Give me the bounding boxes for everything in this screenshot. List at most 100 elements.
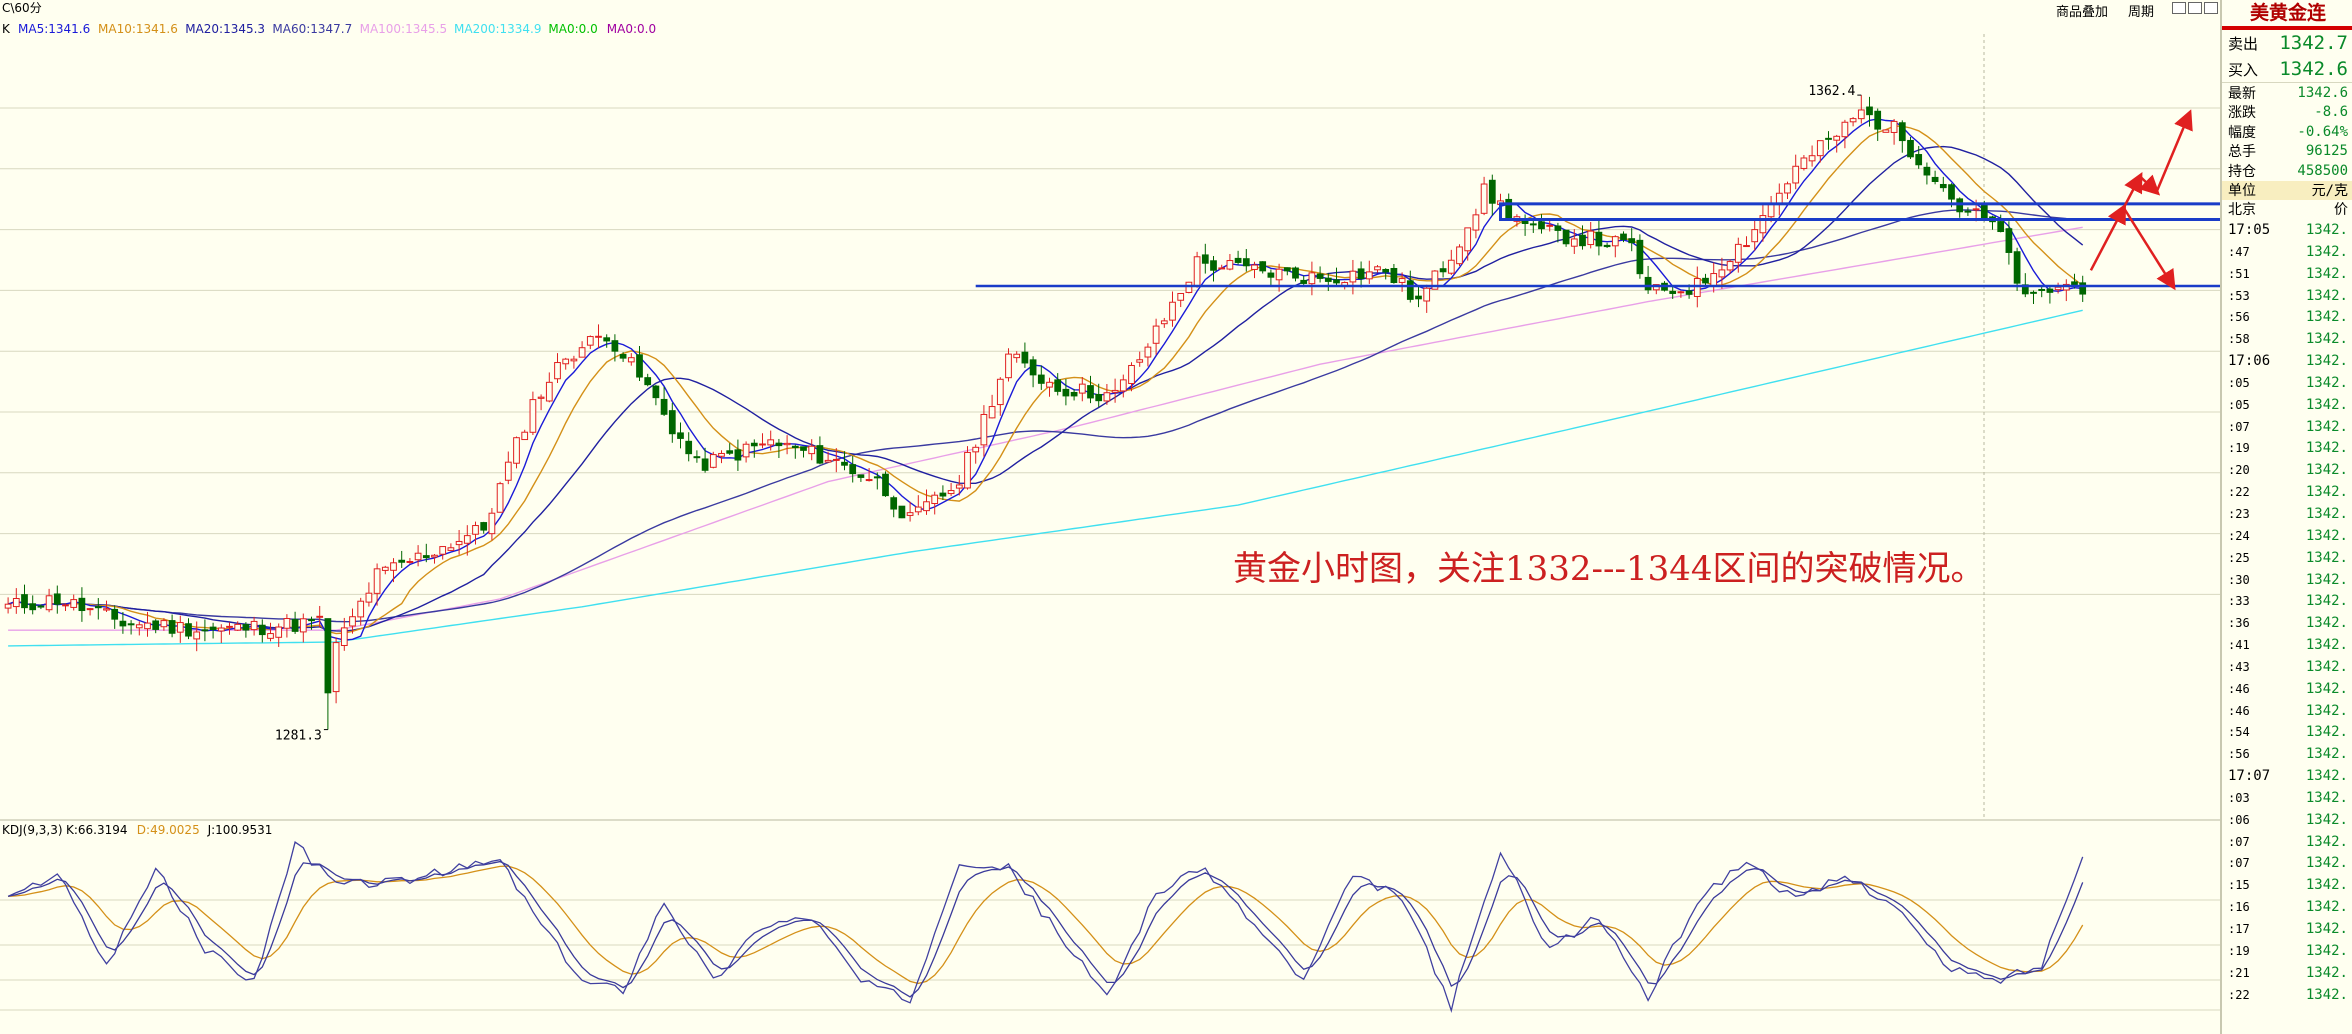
tick-time: :07 bbox=[2228, 419, 2250, 434]
candle bbox=[693, 456, 701, 459]
tick-price: 1342. bbox=[2305, 855, 2348, 872]
kdj-legend-item: D:49.0025 bbox=[137, 823, 200, 837]
candle bbox=[1816, 140, 1824, 157]
candle bbox=[1103, 392, 1111, 402]
tick-price: 1342. bbox=[2305, 746, 2348, 763]
ask-row: 卖出 1342.7 bbox=[2222, 30, 2352, 56]
window-button-3[interactable] bbox=[2204, 2, 2218, 14]
candle bbox=[816, 445, 824, 464]
tick-time: :58 bbox=[2228, 332, 2250, 347]
candle bbox=[1603, 244, 1611, 248]
kdj-j-line bbox=[7, 841, 2084, 1013]
candle bbox=[1218, 267, 1226, 270]
candle bbox=[636, 354, 643, 378]
period-button[interactable]: 周期 bbox=[2128, 5, 2155, 20]
candle bbox=[800, 446, 807, 451]
candle bbox=[365, 592, 373, 603]
stat-value: -8.6 bbox=[2314, 104, 2348, 121]
tick-row: :56 1342. bbox=[2222, 307, 2352, 329]
candle bbox=[996, 378, 1004, 406]
candle bbox=[103, 608, 110, 611]
candle bbox=[1546, 224, 1554, 227]
candle bbox=[316, 615, 324, 618]
window-button-1[interactable] bbox=[2172, 2, 2186, 14]
tick-price: 1342. bbox=[2305, 680, 2348, 697]
tick-row: 17:05 1342. bbox=[2222, 220, 2352, 242]
tick-price: 1342. bbox=[2305, 527, 2348, 544]
candle bbox=[193, 631, 201, 640]
candle bbox=[1292, 267, 1299, 279]
tick-time: :05 bbox=[2228, 397, 2250, 412]
tick-time: :47 bbox=[2228, 244, 2250, 259]
candle bbox=[791, 445, 799, 449]
tick-time: :07 bbox=[2228, 834, 2250, 849]
legend-item: MA200:1334.9 bbox=[454, 22, 542, 36]
tick-price: 1342. bbox=[2305, 768, 2348, 785]
tick-row: :06 1342. bbox=[2222, 810, 2352, 832]
tick-price: 1342. bbox=[2305, 658, 2348, 675]
candle bbox=[849, 464, 857, 475]
candle bbox=[1160, 320, 1168, 325]
candle bbox=[824, 459, 832, 463]
candle bbox=[972, 446, 980, 453]
bid-row: 买入 1342.6 bbox=[2222, 56, 2352, 82]
tick-row: 17:07 1342. bbox=[2222, 766, 2352, 788]
candle bbox=[1907, 139, 1914, 158]
candle bbox=[37, 605, 45, 608]
tick-time: :19 bbox=[2228, 441, 2250, 456]
candle bbox=[980, 413, 988, 446]
overlay-button[interactable]: 商品叠加 bbox=[2056, 5, 2109, 20]
ask-value: 1342.7 bbox=[2279, 32, 2348, 54]
tick-time: :53 bbox=[2228, 288, 2250, 303]
candle bbox=[1193, 256, 1201, 286]
candle bbox=[660, 398, 668, 415]
candle bbox=[914, 506, 922, 513]
stat-unit: 单位 元/克 bbox=[2222, 180, 2352, 200]
candle bbox=[45, 595, 53, 611]
candle bbox=[1882, 129, 1890, 133]
tick-row: :07 1342. bbox=[2222, 832, 2352, 854]
candle bbox=[1784, 183, 1791, 194]
tick-time: :05 bbox=[2228, 375, 2250, 390]
candle bbox=[578, 347, 586, 358]
tick-row: :58 1342. bbox=[2222, 329, 2352, 351]
forecast-arrow bbox=[2138, 174, 2161, 196]
candle bbox=[480, 522, 488, 531]
candle bbox=[414, 552, 422, 561]
candle bbox=[29, 603, 37, 611]
tick-row: :15 1342. bbox=[2222, 875, 2352, 897]
legend-item: MA10:1341.6 bbox=[98, 22, 178, 36]
candle bbox=[857, 474, 865, 478]
candle bbox=[1226, 260, 1234, 270]
candle bbox=[160, 620, 168, 628]
candle bbox=[562, 358, 570, 365]
candle bbox=[1316, 273, 1324, 279]
tick-row: :05 1342. bbox=[2222, 373, 2352, 395]
candle bbox=[513, 437, 520, 464]
candle bbox=[1611, 236, 1619, 247]
candle bbox=[1980, 204, 1988, 219]
tick-row: :21 1342. bbox=[2222, 963, 2352, 985]
candle bbox=[144, 622, 151, 630]
candle bbox=[234, 623, 242, 631]
tick-row: :46 1342. bbox=[2222, 701, 2352, 723]
ma200-line bbox=[8, 309, 2083, 647]
tick-list[interactable]: 17:05 1342.:47 1342.:51 1342.:53 1342.:56 134… bbox=[2222, 220, 2352, 1006]
tick-row: :22 1342. bbox=[2222, 482, 2352, 504]
candle bbox=[1726, 261, 1734, 271]
window-button-2[interactable] bbox=[2188, 2, 2202, 14]
candle bbox=[570, 358, 578, 362]
chart-canvas[interactable]: 1362.4 1281.3 C\60分 K MA5:1341.6 MA10:1341… bbox=[0, 0, 2220, 1034]
tick-price: 1342. bbox=[2305, 593, 2348, 610]
kdj-legend-item: J:100.9531 bbox=[207, 823, 273, 837]
stat-label: 持仓 bbox=[2228, 163, 2256, 180]
candle bbox=[1964, 210, 1972, 213]
tick-header-price: 价 bbox=[2334, 202, 2348, 218]
candle bbox=[258, 624, 266, 636]
tick-time: :20 bbox=[2228, 463, 2250, 478]
candle bbox=[127, 623, 135, 626]
tick-price: 1342. bbox=[2305, 243, 2348, 260]
candle bbox=[1021, 351, 1029, 364]
stat-percent: 幅度 -0.64% bbox=[2222, 122, 2352, 142]
candle bbox=[783, 442, 791, 446]
